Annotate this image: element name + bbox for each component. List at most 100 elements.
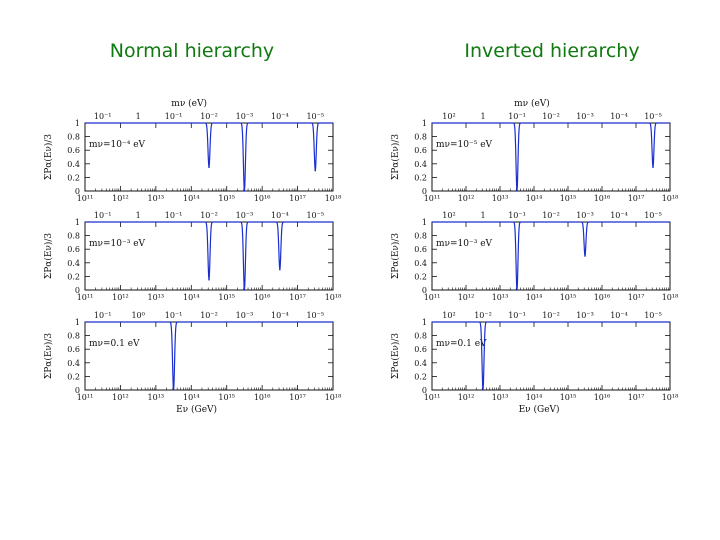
panel-5-ytick-label: 0.2	[414, 372, 427, 381]
panel-2-series-line	[85, 321, 333, 391]
panel-2-annotation: mν=0.1 eV	[89, 339, 140, 349]
panel-5-series-line	[432, 321, 670, 391]
panel-2-xtick-label: 10¹¹	[77, 393, 94, 402]
panel-0-dip-point	[314, 169, 317, 172]
panel-4-ytick-label: 0.2	[414, 272, 427, 281]
panel-0-xtick-label: 10¹³	[148, 194, 165, 203]
panel-4-xtick-label: 10¹³	[492, 293, 509, 302]
panel-3-xtick-label: 10¹³	[492, 194, 509, 203]
panel-3-ytick-label: 1	[422, 119, 427, 128]
panel-3-xtick-label: 10¹²	[458, 194, 475, 203]
panel-4-series-line	[432, 221, 670, 291]
panel-0-xtick-label: 10¹⁷	[289, 194, 306, 203]
panel-5-top-tick-label: 10⁻²	[474, 311, 492, 320]
panel-2-ytick-label: 0.2	[67, 372, 80, 381]
panel-2-xtick-label: 10¹⁸	[325, 393, 342, 402]
panel-0-dip-point	[243, 190, 246, 192]
panel-4-xtick-label: 10¹⁷	[628, 293, 645, 302]
panel-3-xtick-label: 10¹⁶	[594, 194, 611, 203]
panel-4-xtick-label: 10¹¹	[424, 293, 441, 302]
panel-3-ylabel: ΣPα(Eν)/3	[390, 134, 401, 181]
panel-1-xtick-label: 10¹⁸	[325, 293, 342, 302]
panel-4-ytick-label: 0	[422, 286, 427, 295]
panel-5-ylabel: ΣPα(Eν)/3	[390, 333, 401, 380]
panel-4-top-tick-label: 10²	[442, 211, 455, 220]
panel-3-xtick-label: 10¹⁴	[526, 194, 543, 203]
panel-3-dip-point	[516, 190, 518, 192]
panel-0-ytick-label: 0.8	[67, 133, 80, 142]
panel-3-ytick-label: 0	[422, 187, 427, 196]
panel-5-xtick-label: 10¹⁵	[560, 393, 577, 402]
panel-0-xtick-label: 10¹¹	[77, 194, 94, 203]
panel-4-frame	[431, 221, 671, 291]
panel-0-series-line	[85, 122, 333, 192]
panel-4-xtick-label: 10¹⁸	[662, 293, 679, 302]
panel-1-top-tick-label: 10⁻¹	[165, 211, 183, 220]
panel-4-xtick-label: 10¹⁴	[526, 293, 543, 302]
panel-1-xtick-label: 10¹⁵	[218, 293, 235, 302]
panel-3-ytick-label: 0.6	[414, 146, 427, 155]
panel-0-xtick-label: 10¹⁴	[183, 194, 200, 203]
panel-5-top-tick-label: 10⁻²	[542, 311, 560, 320]
panel-1-ytick-label: 0	[75, 286, 80, 295]
panel-4-top-tick-label: 10⁻³	[576, 211, 594, 220]
panel-3-annotation: mν=10⁻⁵ eV	[436, 140, 493, 150]
panel-2-frame	[84, 321, 334, 391]
panel-4-xtick-label: 10¹⁶	[594, 293, 611, 302]
panel-2-xtick-label: 10¹⁴	[183, 393, 200, 402]
panel-2-top-tick-label: 10⁻⁵	[306, 311, 324, 320]
panel-0-top-tick-label: 1	[136, 112, 141, 121]
panel-5-ytick-label: 0.6	[414, 345, 427, 354]
panel-1-ytick-label: 0.8	[67, 232, 80, 241]
panel-4-ytick-label: 1	[422, 218, 427, 227]
panel-3-dip-point	[652, 166, 654, 168]
panel-2-top-tick-label: 10⁻¹	[94, 311, 112, 320]
panel-0-ylabel: ΣPα(Eν)/3	[43, 134, 54, 181]
panel-0-frame	[84, 122, 334, 192]
panel-0-xtick-label: 10¹⁸	[325, 194, 342, 203]
panel-2-xtick-label: 10¹⁶	[254, 393, 271, 402]
panel-5-top-tick-label: 10⁻⁵	[644, 311, 662, 320]
panel-1-xtick-label: 10¹⁶	[254, 293, 271, 302]
panel-4-xtick-label: 10¹²	[458, 293, 475, 302]
panel-4-ytick-label: 0.4	[414, 259, 427, 268]
inverted-hierarchy-title: Inverted hierarchy	[464, 40, 640, 62]
panel-1-annotation: mν=10⁻³ eV	[89, 239, 146, 249]
panel-5-ytick-label: 0.8	[414, 332, 427, 341]
panel-0-dip-point	[208, 166, 210, 168]
panel-3-frame	[431, 122, 671, 192]
panel-5-top-tick-label: 10⁻¹	[508, 311, 526, 320]
panel-3-top-tick-label: 10⁻²	[542, 112, 560, 121]
panel-3-xtick-label: 10¹⁸	[662, 194, 679, 203]
panel-3-series-line	[432, 122, 670, 192]
panel-1-dip-point	[208, 279, 210, 281]
panel-2-top-tick-label: 10⁻³	[236, 311, 254, 320]
panel-2-xtick-label: 10¹⁷	[289, 393, 306, 402]
panel-1-top-tick-label: 1	[136, 211, 141, 220]
panel-3-top-tick-label: 10⁻⁴	[610, 112, 628, 121]
panel-0-top-tick-label: 10⁻¹	[165, 112, 183, 121]
panel-2-ytick-label: 1	[75, 318, 80, 327]
panel-2-ytick-label: 0	[75, 386, 80, 395]
panel-5-xtick-label: 10¹⁷	[628, 393, 645, 402]
panel-3-ytick-label: 0.4	[414, 160, 427, 169]
panel-5-top-tick-label: 10²	[442, 311, 455, 320]
panel-0-top-axis-label: mν (eV)	[171, 98, 207, 109]
panel-4-annotation: mν=10⁻³ eV	[436, 239, 493, 249]
panel-0-ytick-label: 0.4	[67, 160, 80, 169]
panel-1-xtick-label: 10¹³	[148, 293, 165, 302]
normal-hierarchy-title: Normal hierarchy	[109, 40, 275, 62]
panel-2-dip-point	[172, 389, 175, 391]
panel-5-xtick-label: 10¹³	[492, 393, 509, 402]
panel-1-top-tick-label: 10⁻⁴	[271, 211, 289, 220]
panel-0-ytick-label: 0.6	[67, 146, 80, 155]
panel-2-xtick-label: 10¹²	[112, 393, 129, 402]
panel-0-top-tick-label: 10⁻¹	[94, 112, 112, 121]
panel-3-top-tick-label: 10⁻³	[576, 112, 594, 121]
panel-3-xtick-label: 10¹⁵	[560, 194, 577, 203]
panel-5-xtick-label: 10¹¹	[424, 393, 441, 402]
panel-4-ytick-label: 0.8	[414, 232, 427, 241]
panel-0-top-tick-label: 10⁻⁴	[271, 112, 289, 121]
panel-0-xtick-label: 10¹⁵	[218, 194, 235, 203]
panel-1-xtick-label: 10¹⁷	[289, 293, 306, 302]
